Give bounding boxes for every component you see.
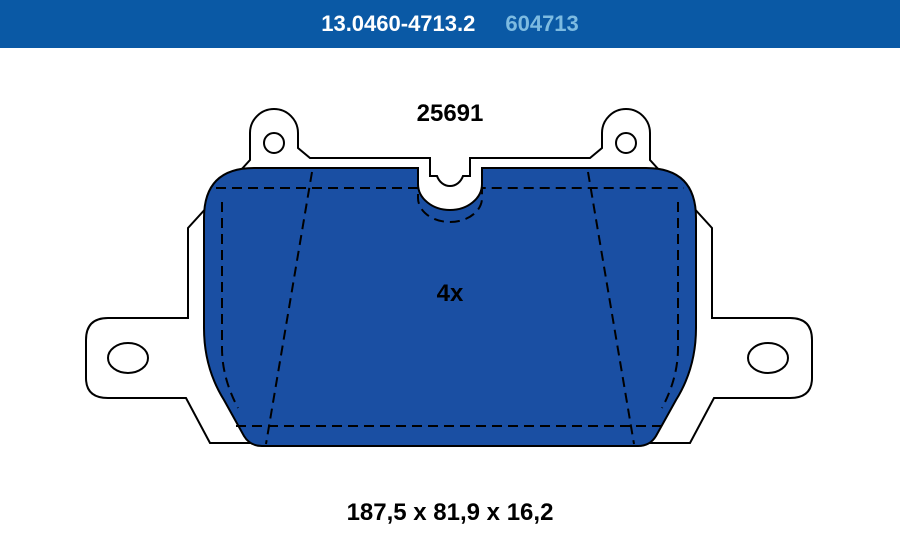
product-code-primary: 13.0460-4713.2 <box>321 11 475 37</box>
technical-drawing: 25691 4x 187,5 x 81,9 x 16,2 <box>0 48 900 555</box>
part-number-label: 25691 <box>0 100 900 128</box>
header-bar: 13.0460-4713.2 604713 <box>0 0 900 48</box>
dimensions-label: 187,5 x 81,9 x 16,2 <box>0 499 900 527</box>
quantity-label: 4x <box>0 280 900 308</box>
product-code-secondary: 604713 <box>505 11 578 37</box>
